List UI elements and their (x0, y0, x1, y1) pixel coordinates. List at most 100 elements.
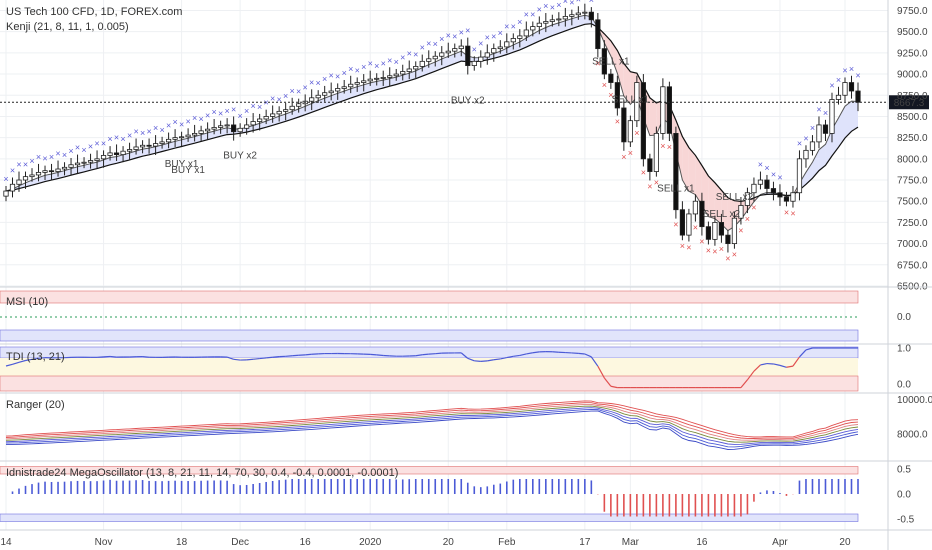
buy-marker: × (303, 82, 308, 92)
tdi-line-segment (786, 365, 794, 368)
candle-body (74, 162, 81, 166)
buy-marker: × (556, 0, 561, 10)
sell-marker: × (680, 241, 685, 251)
sell-marker: × (738, 226, 743, 236)
ranger-band-line (5, 403, 859, 441)
trend-band (84, 163, 91, 172)
trend-band (292, 108, 299, 120)
candle-body (790, 192, 796, 202)
trend-band (181, 138, 189, 147)
buy-marker: × (348, 64, 353, 74)
tdi-line-segment (590, 356, 599, 367)
trend-band (545, 24, 553, 39)
time-tick-label: Feb (498, 537, 516, 548)
candle-body (588, 11, 594, 21)
buy-marker: × (550, 3, 555, 13)
price-tick-label: 8000.0 (897, 154, 928, 165)
trend-band (110, 156, 117, 165)
time-tick-label: 17 (579, 537, 591, 548)
trend-band (714, 182, 722, 225)
candle-body (113, 152, 120, 155)
buy-marker: × (277, 94, 282, 104)
buy-marker: × (810, 123, 815, 133)
buy-marker: × (504, 21, 509, 31)
tdi-line-segment (259, 357, 267, 360)
sell-marker: × (608, 90, 613, 100)
tdi-line-segment (285, 355, 293, 357)
trend-band (428, 61, 436, 74)
buy-marker: × (335, 71, 340, 81)
buy-marker: × (107, 134, 112, 144)
buy-marker: × (530, 9, 535, 19)
buy-marker: × (400, 53, 405, 63)
buy-marker: × (10, 165, 15, 175)
buy-marker: × (589, 0, 594, 5)
candle-body (9, 183, 16, 192)
buy-marker: × (264, 98, 269, 108)
candle-body (692, 200, 699, 215)
indicator-label[interactable]: Kenji (21, 8, 11, 1, 0.005) (6, 21, 129, 33)
candle-body (432, 55, 438, 60)
candle-body (777, 192, 783, 198)
trend-band (454, 51, 462, 64)
candle-body (562, 16, 568, 20)
candle-body (42, 170, 48, 173)
trend-band (409, 70, 416, 81)
sell-marker: × (725, 254, 730, 264)
buy-marker: × (569, 0, 574, 8)
ranger-band-line (5, 405, 859, 443)
buy-signal-label: BUY x2 (451, 96, 485, 107)
sell-marker: × (641, 167, 646, 177)
sell-marker: × (602, 80, 607, 90)
tdi-line-segment (760, 362, 768, 366)
trend-band (805, 162, 813, 185)
candle-body (822, 124, 829, 134)
buy-marker: × (166, 121, 171, 131)
msi-tick: 0.0 (897, 312, 911, 323)
buy-marker: × (49, 152, 54, 162)
candle-body (621, 107, 627, 143)
candle-body (198, 130, 204, 134)
sell-signal-label: SELL x1 (657, 184, 695, 195)
ranger-band-line (5, 408, 859, 448)
trend-band (51, 172, 59, 181)
buy-marker: × (524, 9, 529, 19)
candle-body (478, 56, 484, 62)
trend-band (383, 78, 390, 88)
candle-body (744, 192, 751, 206)
trend-band (90, 162, 98, 171)
sell-marker: × (790, 209, 795, 219)
candle-body (796, 158, 803, 194)
buy-marker: × (797, 138, 802, 148)
time-tick-label: 16 (696, 537, 708, 548)
buy-marker: × (55, 149, 60, 159)
trend-band (58, 170, 65, 179)
sell-marker: × (667, 142, 672, 152)
buy-marker: × (816, 104, 821, 114)
sell-marker: × (673, 220, 678, 230)
trend-band (214, 129, 221, 138)
candle-body (22, 176, 29, 181)
candle-body (712, 222, 718, 240)
chart-title[interactable]: US Tech 100 CFD, 1D, FOREX.com (6, 6, 183, 18)
candle-body (770, 188, 777, 194)
candle-body (354, 82, 360, 85)
tdi-line-segment (519, 353, 527, 357)
candle-body (530, 26, 536, 31)
ranger-band-line (5, 402, 859, 439)
tdi-line-segment (415, 354, 423, 357)
tdi-line-segment (25, 358, 33, 362)
buy-marker: × (485, 32, 490, 42)
candle-body (582, 11, 588, 14)
trend-band (422, 64, 429, 77)
candle-body (35, 171, 42, 176)
trend-band (136, 149, 143, 159)
trend-band (45, 174, 52, 182)
candle-body (374, 77, 380, 80)
tdi-line-segment (773, 363, 781, 366)
buy-marker: × (94, 138, 99, 148)
trend-band (539, 27, 546, 42)
candle-body (172, 137, 178, 140)
sell-marker: × (745, 214, 750, 224)
